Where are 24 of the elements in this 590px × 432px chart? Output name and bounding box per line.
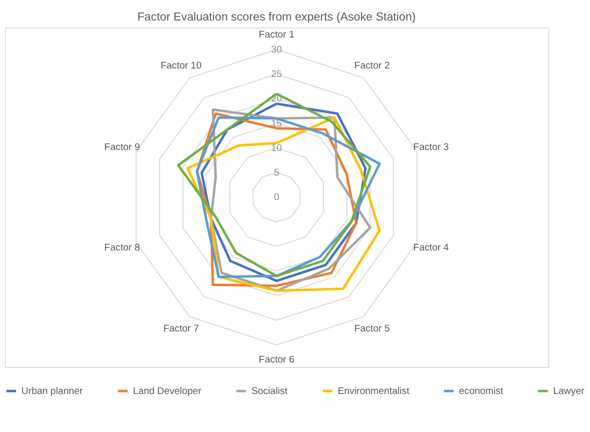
y-tick-label: 25 — [271, 69, 282, 80]
spoke-label: Factor 4 — [413, 242, 450, 254]
legend-label: Urban planner — [21, 386, 84, 397]
y-tick-label: 15 — [271, 118, 282, 130]
legend-label: Socialist — [251, 386, 288, 397]
legend-label: Lawyer — [553, 386, 586, 397]
spoke-label: Factor 7 — [163, 324, 199, 335]
legend-label: economist — [458, 386, 504, 397]
spoke-label: Factor 1 — [258, 30, 294, 41]
y-tick-label: 30 — [271, 44, 283, 56]
y-tick-label: 0 — [274, 192, 280, 204]
legend-label: Environmentalist — [338, 386, 410, 397]
legend-label: Land Developer — [132, 386, 202, 397]
spoke-label: Factor 3 — [413, 142, 449, 153]
spoke-label: Factor 9 — [104, 142, 140, 153]
y-tick-label: 10 — [271, 142, 283, 154]
spoke-label: Factor 5 — [354, 324, 390, 335]
spoke-label: Factor 6 — [258, 354, 294, 366]
y-tick-label: 5 — [274, 167, 280, 178]
spoke-label: Factor 10 — [160, 60, 202, 72]
y-tick-label: 20 — [271, 94, 283, 105]
chart-title: Factor Evaluation scores from experts (Asoke Station) — [137, 10, 416, 24]
spoke-label: Factor 8 — [104, 242, 140, 254]
spoke-label: Factor 2 — [354, 60, 390, 72]
